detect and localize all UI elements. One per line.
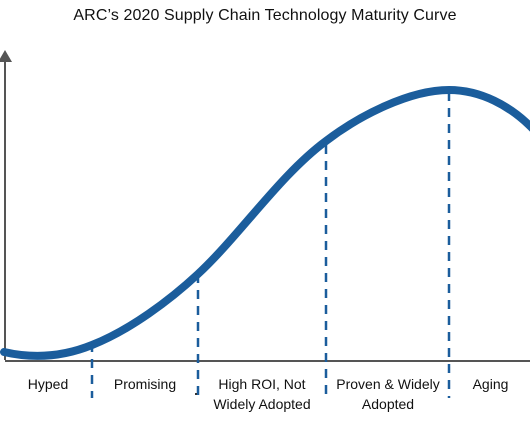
stage-label-promising: Promising xyxy=(95,374,195,394)
stage-label-hyped-line-1: Hyped xyxy=(27,376,69,392)
stage-label-hyped: Hyped xyxy=(8,374,88,394)
stage-label-high-roi-line-2: Widely Adopted xyxy=(213,396,311,412)
maturity-curve xyxy=(0,85,530,360)
stage-label-high-roi: High ROI, Not Widely Adopted xyxy=(200,374,324,414)
stage-label-proven-line-2: Adopted xyxy=(361,396,415,412)
stage-label-promising-line-1: Promising xyxy=(113,376,177,392)
stage-label-aging-line-1: Aging xyxy=(472,376,509,392)
figure-title: ARC’s 2020 Supply Chain Technology Matur… xyxy=(73,7,457,24)
stage-label-aging: Aging xyxy=(451,374,530,394)
stray-dot xyxy=(195,393,197,395)
y-axis-arrowhead xyxy=(0,50,12,62)
stage-label-high-roi-line-1: High ROI, Not xyxy=(218,376,306,392)
stage-label-proven: Proven & Widely Adopted xyxy=(328,374,448,414)
stage-label-proven-line-1: Proven & Widely xyxy=(336,376,440,392)
